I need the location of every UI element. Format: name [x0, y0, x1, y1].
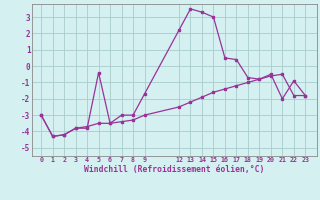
- X-axis label: Windchill (Refroidissement éolien,°C): Windchill (Refroidissement éolien,°C): [84, 165, 265, 174]
